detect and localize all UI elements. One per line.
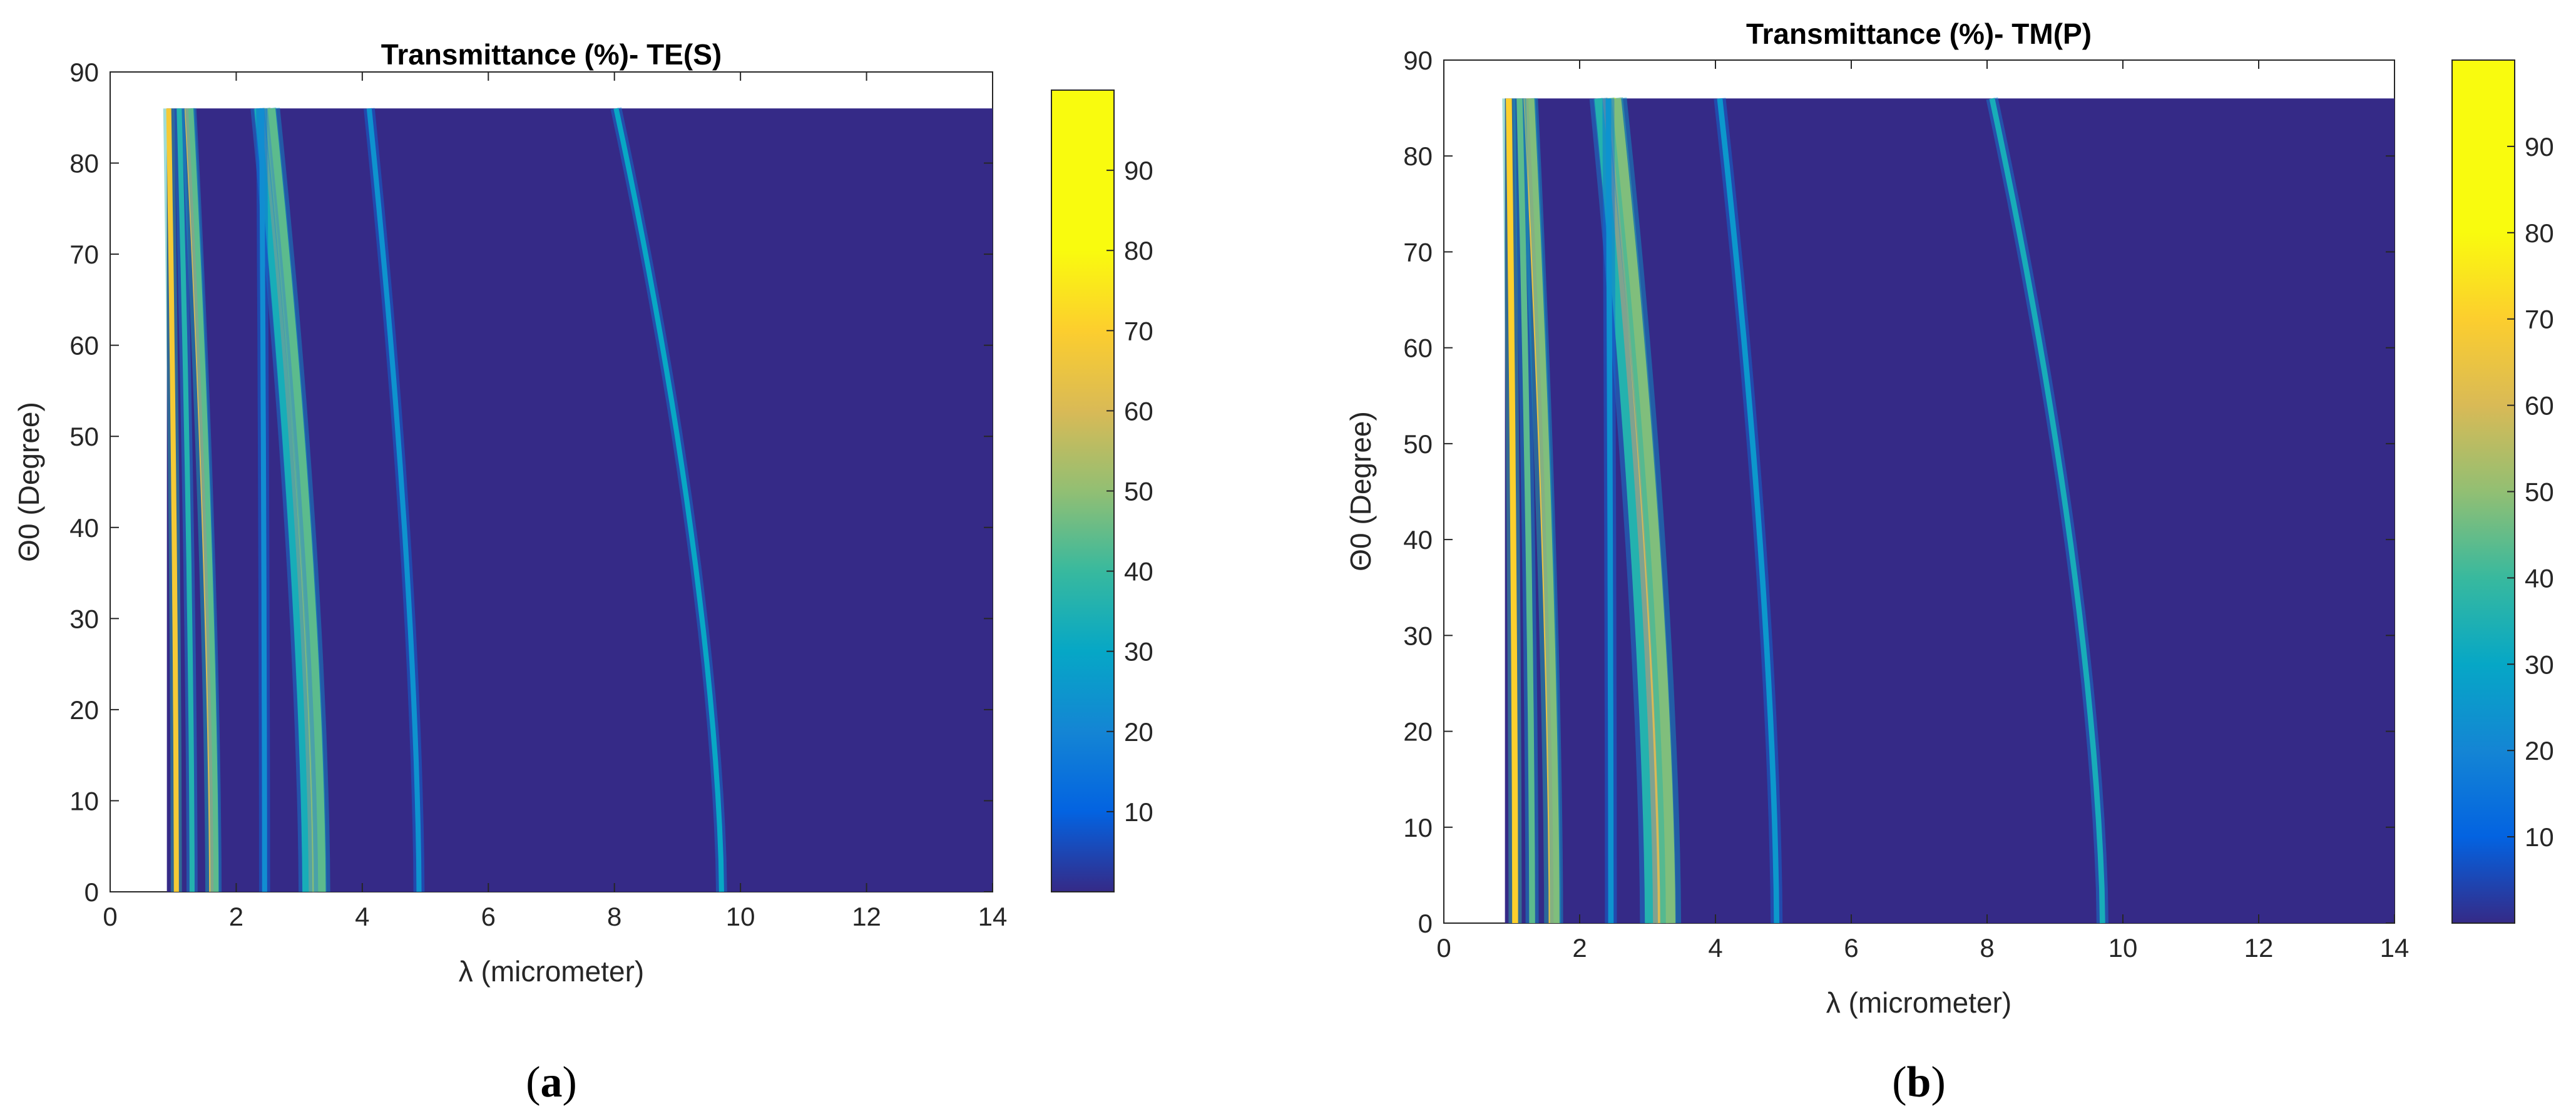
- y-axis-label-b: Θ0 (Degree): [1344, 411, 1377, 571]
- y-tick-label: 90: [69, 58, 99, 87]
- panel-a: 0 2 4 6 8 10 12 14 0 10 20 30 40 50 60 70 80 90 Transmitt…: [13, 38, 1153, 1106]
- transmission-band: [184, 108, 216, 892]
- colorbar-tick-label: 20: [2525, 736, 2554, 765]
- colorbar-tick-label: 40: [1124, 557, 1153, 586]
- y-tick-label: 90: [1403, 46, 1433, 75]
- y-tick-label: 60: [69, 331, 99, 360]
- colorbar-tick-label: 30: [1124, 637, 1153, 667]
- y-tick-label: 20: [1403, 717, 1433, 747]
- x-tick-label: 12: [852, 902, 881, 931]
- x-tick-label: 8: [1980, 933, 1994, 963]
- y-tick-label: 30: [1403, 621, 1433, 650]
- transmission-band: [1717, 98, 1780, 924]
- x-tick-label: 14: [978, 902, 1008, 931]
- colorbar-tick-label: 60: [1124, 396, 1153, 426]
- colorbar-tick-label: 30: [2525, 650, 2554, 679]
- colorbar-ticks-a: 10 20 30 40 50 60 70 80 90: [1107, 156, 1153, 827]
- caption-a: (a): [526, 1058, 577, 1106]
- x-axis-label-b: λ (micrometer): [1826, 986, 2011, 1019]
- colorbar-tick-label: 80: [2525, 218, 2554, 248]
- x-tick-label: 14: [2380, 933, 2410, 963]
- colorbar-tick-label: 20: [1124, 717, 1153, 747]
- transmission-band: [1603, 98, 1669, 924]
- axes-b: 0 2 4 6 8 10 12 14 0 10 20 30 40 50 60 70 80 90: [1403, 46, 2409, 963]
- y-tick-label: 20: [69, 695, 99, 725]
- transmission-band: [262, 108, 322, 892]
- y-tick-label: 40: [69, 513, 99, 543]
- transmission-band: [254, 108, 309, 892]
- transmission-band: [1612, 98, 1675, 924]
- x-tick-label: 4: [355, 902, 369, 931]
- colorbar-tick-label: 60: [2525, 391, 2554, 421]
- transmission-band: [1506, 98, 1518, 923]
- heatmap-b: [1502, 97, 2395, 924]
- caption-b: (b): [1892, 1058, 1946, 1106]
- x-tick-label: 0: [103, 902, 117, 931]
- transmission-band: [166, 108, 179, 892]
- chart-title-b: Transmittance (%)- TM(P): [1746, 18, 2092, 50]
- transmission-band: [366, 108, 422, 892]
- y-tick-label: 30: [69, 604, 99, 633]
- x-tick-label: 2: [1572, 933, 1587, 963]
- transmission-band: [188, 108, 219, 892]
- x-tick-label: 10: [726, 902, 755, 931]
- colorbar-tick-label: 90: [2525, 132, 2554, 161]
- colorbar-tick-label: 90: [1124, 156, 1153, 185]
- y-tick-label: 80: [69, 149, 99, 178]
- colorbar-tick-label: 70: [2525, 305, 2554, 334]
- x-tick-label: 12: [2244, 933, 2274, 963]
- colorbar-a: [1051, 89, 1115, 892]
- y-axis-label-a: Θ0 (Degree): [13, 402, 45, 562]
- transmission-band: [1605, 98, 1614, 923]
- y-tick-label: 60: [1403, 334, 1433, 363]
- transmission-band: [1523, 98, 1556, 924]
- heatmap-a: [163, 107, 993, 892]
- transmission-band: [1528, 98, 1560, 924]
- x-axis-label-a: λ (micrometer): [459, 955, 644, 988]
- transmission-band: [1516, 98, 1535, 924]
- colorbar-tick-label: 50: [2525, 478, 2554, 507]
- panel-b: 0 2 4 6 8 10 12 14 0 10 20 30 40 50 60 70 80 90 Transmitt…: [1344, 18, 2554, 1106]
- x-tick-label: 6: [481, 902, 496, 931]
- y-tick-label: 10: [69, 786, 99, 815]
- y-tick-label: 0: [1418, 909, 1433, 938]
- y-tick-label: 80: [1403, 141, 1433, 171]
- y-tick-label: 70: [69, 240, 99, 269]
- transmission-band: [258, 108, 315, 892]
- transmission-band: [267, 108, 326, 892]
- transmission-band: [613, 108, 724, 892]
- colorbar-tick-label: 50: [1124, 477, 1153, 506]
- axes-a: 0 2 4 6 8 10 12 14 0 10 20 30 40 50 60 70 80 90: [69, 58, 1007, 931]
- y-tick-label: 0: [84, 877, 99, 907]
- x-tick-label: 2: [229, 902, 243, 931]
- y-tick-label: 40: [1403, 525, 1433, 554]
- transmission-band: [1989, 98, 2105, 924]
- colorbar-tick-label: 70: [1124, 316, 1153, 345]
- transmission-band: [259, 108, 267, 892]
- colorbar-tick-label: 80: [1124, 236, 1153, 265]
- colorbar-tick-label: 10: [2525, 822, 2554, 852]
- x-tick-label: 8: [607, 902, 621, 931]
- colorbar-tick-label: 10: [1124, 797, 1153, 827]
- colorbar-tick-label: 40: [2525, 563, 2554, 593]
- chart-title-a: Transmittance (%)- TE(S): [381, 38, 722, 71]
- y-tick-label: 10: [1403, 813, 1433, 842]
- x-tick-label: 4: [1708, 933, 1722, 963]
- transmission-band: [1599, 98, 1661, 924]
- x-tick-label: 0: [1436, 933, 1451, 963]
- x-tick-label: 10: [2108, 933, 2138, 963]
- colorbar-ticks-b: 10 20 30 40 50 60 70 80 90: [2507, 132, 2554, 852]
- transmission-band: [176, 108, 195, 892]
- y-tick-label: 70: [1403, 237, 1433, 267]
- y-tick-label: 50: [1403, 429, 1433, 459]
- colorbar-b: [2451, 59, 2515, 924]
- y-tick-label: 50: [69, 422, 99, 451]
- x-tick-label: 6: [1844, 933, 1858, 963]
